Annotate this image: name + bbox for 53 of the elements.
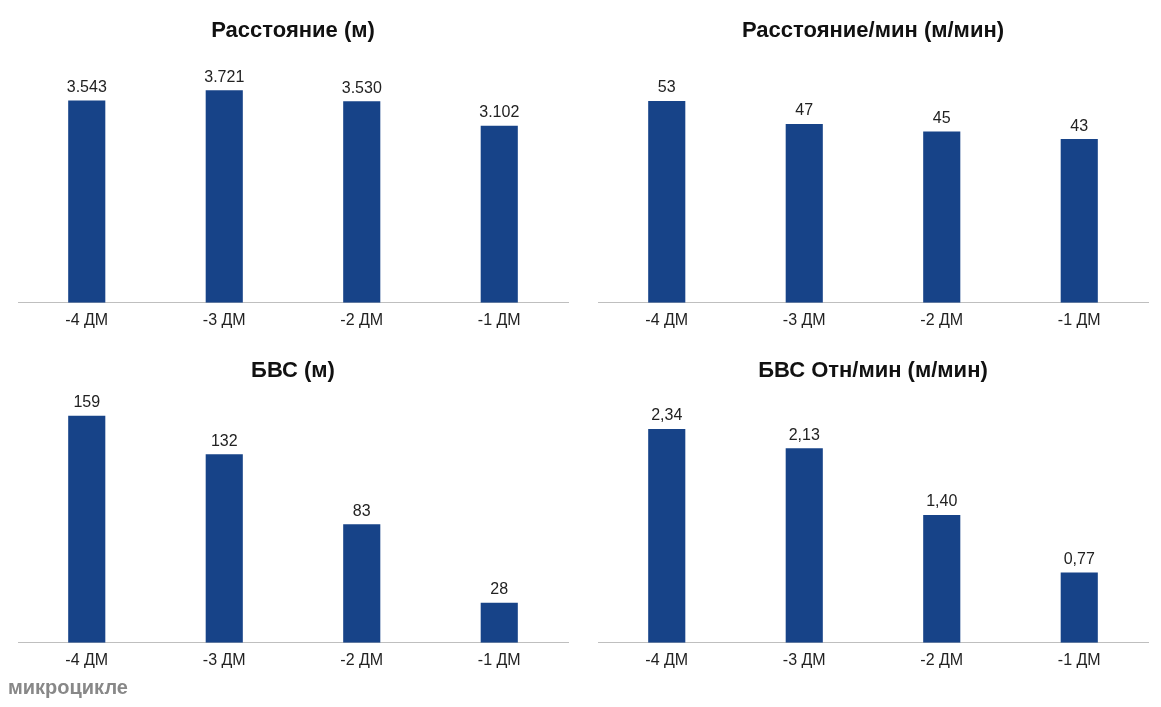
data-label: 0,77 <box>1063 549 1095 567</box>
data-label: 1,40 <box>926 492 958 510</box>
x-tick-label: -1 ДМ <box>477 310 521 328</box>
text: микроцикле <box>8 676 129 699</box>
data-label: 28 <box>490 580 509 598</box>
x-tick-label: -2 ДМ <box>920 650 964 668</box>
data-label: 2,34 <box>651 406 683 424</box>
data-label: 53 <box>657 78 676 96</box>
x-tick-label: -3 ДМ <box>782 310 826 328</box>
bar <box>68 100 106 303</box>
data-label: 3.530 <box>341 78 382 96</box>
data-label: 3.721 <box>204 67 245 85</box>
bar <box>480 125 518 303</box>
x-tick-label: -1 ДМ <box>1057 650 1101 668</box>
data-label: 159 <box>73 393 101 411</box>
bar <box>68 415 106 643</box>
bar <box>785 448 823 643</box>
x-tick-label: -3 ДМ <box>782 650 826 668</box>
data-label: 132 <box>210 431 238 449</box>
x-tick-label: -1 ДМ <box>477 650 521 668</box>
x-tick-label: -4 ДМ <box>65 310 109 328</box>
x-tick-label: -2 ДМ <box>340 650 384 668</box>
bar <box>785 123 823 303</box>
bar <box>343 101 381 303</box>
bar <box>343 524 381 643</box>
bar <box>648 101 686 303</box>
x-tick-label: -4 ДМ <box>645 650 689 668</box>
data-label: 47 <box>795 101 814 119</box>
bar <box>480 602 518 643</box>
chart-title: Расстояние/мин (м/мин) <box>741 17 1005 43</box>
chart-title: БВС (м) <box>251 357 335 383</box>
bar <box>1060 572 1098 643</box>
bar <box>1060 139 1098 303</box>
x-tick-label: -2 ДМ <box>920 310 964 328</box>
data-label: 2,13 <box>788 425 820 443</box>
bar <box>923 131 961 303</box>
data-label: 83 <box>352 501 371 519</box>
data-label: 3.543 <box>66 77 107 95</box>
x-tick-label: -3 ДМ <box>202 310 246 328</box>
bar <box>205 90 243 303</box>
x-tick-label: -1 ДМ <box>1057 310 1101 328</box>
x-tick-label: -2 ДМ <box>340 310 384 328</box>
chart-title: БВС Отн/мин (м/мин) <box>758 357 988 383</box>
bar <box>923 514 961 643</box>
data-label: 43 <box>1070 116 1089 134</box>
chart-title: Расстояние (м) <box>211 17 375 43</box>
x-tick-label: -3 ДМ <box>202 650 246 668</box>
x-tick-label: -4 ДМ <box>645 310 689 328</box>
data-label: 45 <box>932 108 951 126</box>
bar <box>205 454 243 643</box>
bar <box>648 429 686 643</box>
x-tick-label: -4 ДМ <box>65 650 109 668</box>
data-label: 3.102 <box>479 103 520 121</box>
